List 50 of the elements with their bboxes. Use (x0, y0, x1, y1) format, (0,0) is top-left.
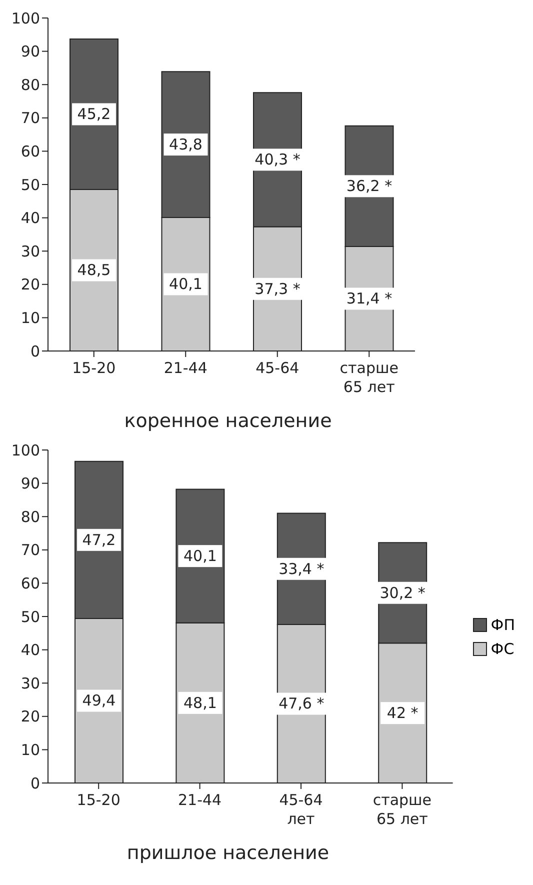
y-tick-label: 0 (30, 774, 40, 792)
x-axis-title: пришлое население (126, 842, 330, 864)
data-label: 40,3 * (254, 150, 301, 169)
y-tick-label: 20 (20, 276, 40, 294)
y-tick-label: 70 (20, 541, 40, 560)
data-label: 45,2 (77, 105, 111, 124)
data-label: 47,2 (82, 530, 116, 549)
y-tick-label: 20 (20, 708, 40, 726)
x-tick-label: 15-20 (72, 359, 116, 377)
data-label: 40,1 (169, 275, 202, 294)
data-label: 37,3 * (254, 280, 301, 298)
x-tick-label: 15-20 (76, 791, 120, 809)
y-tick-label: 100 (11, 441, 40, 460)
y-tick-label: 100 (11, 9, 40, 28)
y-tick-label: 80 (20, 508, 40, 526)
y-tick-label: 50 (20, 608, 40, 626)
data-label: 33,4 * (278, 560, 325, 578)
data-label: 36,2 * (346, 177, 393, 196)
y-tick-label: 30 (20, 674, 40, 692)
data-label: 31,4 * (346, 290, 393, 308)
data-label: 48,1 (183, 694, 217, 712)
y-tick-label: 10 (20, 741, 40, 760)
x-tick-label: 45-64 лет (279, 791, 323, 828)
x-tick-label: 21-44 (178, 791, 222, 809)
y-tick-label: 30 (20, 242, 40, 260)
y-tick-label: 0 (30, 342, 40, 360)
x-tick-label: старше 65 лет (340, 359, 398, 396)
y-tick-label: 70 (20, 109, 40, 128)
legend-label: ФП (490, 616, 515, 634)
data-label: 48,5 (77, 261, 111, 280)
y-tick-label: 40 (20, 641, 40, 660)
data-label: 42 * (386, 704, 419, 722)
y-tick-label: 10 (20, 309, 40, 328)
x-axis-title: коренное население (123, 410, 333, 432)
x-tick-label: 21-44 (164, 359, 208, 377)
y-tick-label: 90 (20, 474, 40, 493)
x-tick-label: 45-64 (256, 359, 300, 377)
y-tick-label: 60 (20, 574, 40, 593)
data-label: 40,1 (183, 547, 217, 566)
data-label: 30,2 * (380, 584, 426, 602)
y-tick-label: 90 (20, 42, 40, 61)
x-tick-label: старше 65 лет (372, 791, 432, 828)
data-label: 49,4 (82, 692, 116, 710)
y-tick-label: 40 (20, 209, 40, 228)
y-tick-label: 60 (20, 142, 40, 161)
y-tick-label: 50 (20, 176, 40, 194)
y-tick-label: 80 (20, 76, 40, 94)
data-label: 47,6 * (278, 694, 325, 713)
legend-label: ФС (490, 640, 514, 658)
data-label: 43,8 (169, 136, 202, 154)
